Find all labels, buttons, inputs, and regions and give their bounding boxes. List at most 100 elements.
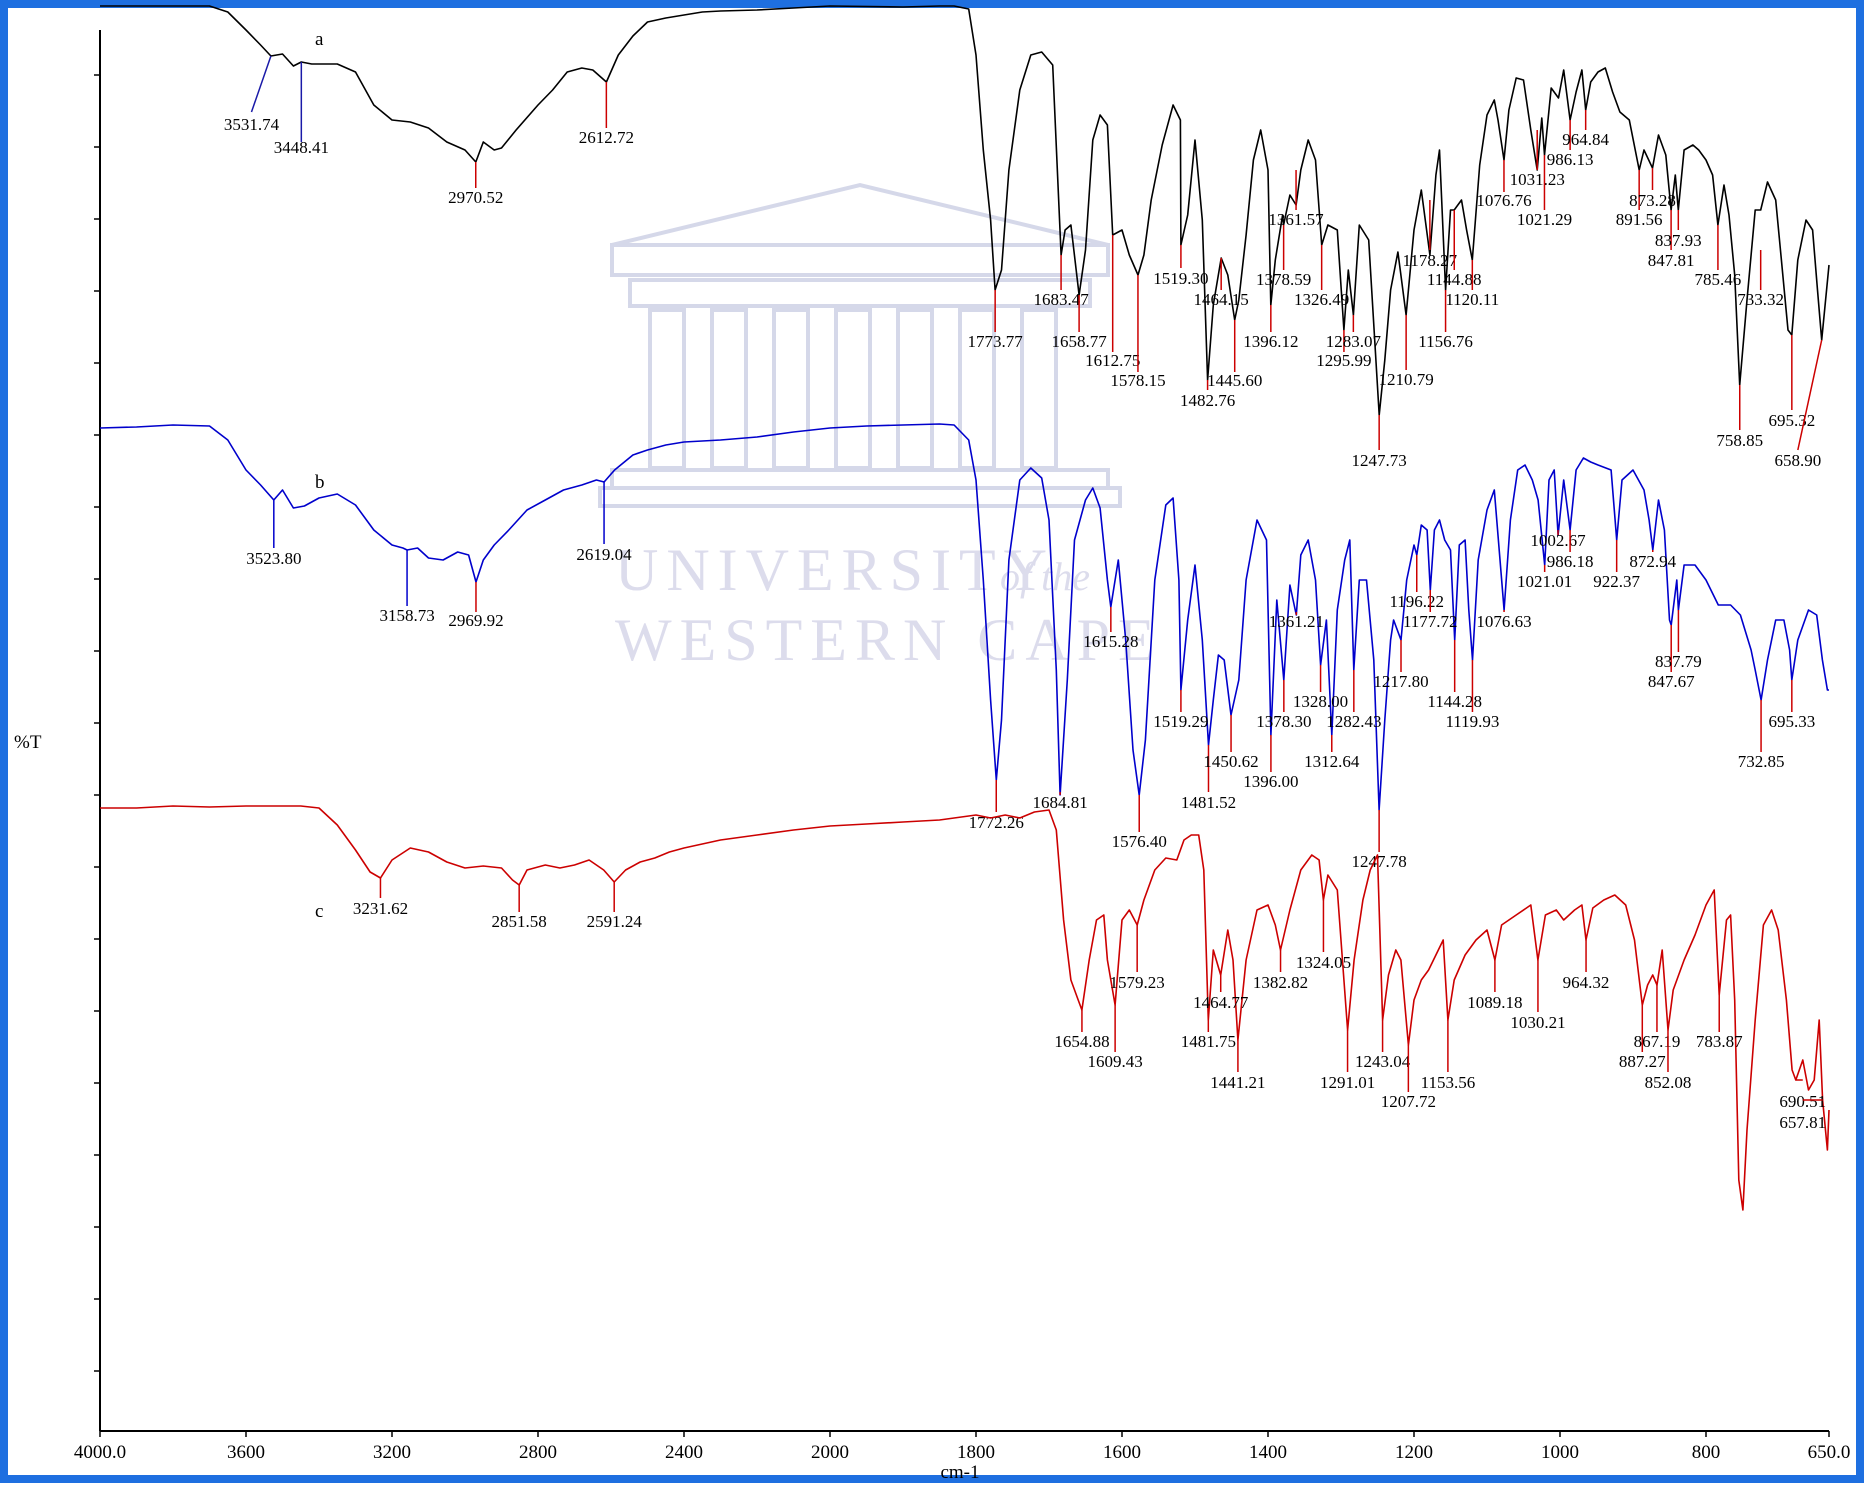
peak-label: 758.85 bbox=[1716, 431, 1763, 450]
peak-marker bbox=[250, 55, 272, 113]
peak-label: 1615.28 bbox=[1083, 632, 1138, 651]
x-tick-label: 2000 bbox=[811, 1442, 849, 1463]
series-a: a 3531.74 3448.41 2970.52 2612.72 1773.77 1683… bbox=[100, 5, 1830, 470]
peak-label: 1076.63 bbox=[1476, 612, 1531, 631]
peak-label: 1361.21 bbox=[1269, 612, 1324, 631]
watermark-step bbox=[598, 486, 1122, 508]
peak-label: 847.81 bbox=[1648, 251, 1695, 270]
peak-label: 3523.80 bbox=[246, 549, 301, 568]
peak-label: 695.33 bbox=[1768, 712, 1815, 731]
peak-label: 1119.93 bbox=[1445, 712, 1499, 731]
x-tick-label: 3200 bbox=[373, 1442, 411, 1463]
peak-label: 733.32 bbox=[1737, 290, 1784, 309]
peak-label: 1312.64 bbox=[1304, 752, 1360, 771]
peak-label: 1021.29 bbox=[1517, 210, 1572, 229]
peak-label: 986.18 bbox=[1547, 552, 1594, 571]
peak-label: 695.32 bbox=[1768, 411, 1815, 430]
peak-label: 1021.01 bbox=[1517, 572, 1572, 591]
peak-label: 1291.01 bbox=[1320, 1073, 1375, 1092]
peak-label: 1609.43 bbox=[1087, 1052, 1142, 1071]
peak-label: 732.85 bbox=[1738, 752, 1785, 771]
peak-label: 1450.62 bbox=[1203, 752, 1258, 771]
watermark-column bbox=[1020, 308, 1058, 470]
watermark-column bbox=[958, 308, 996, 470]
peak-label: 1654.88 bbox=[1054, 1032, 1109, 1051]
x-tick-label: 1600 bbox=[1103, 1442, 1141, 1463]
peak-label: 1658.77 bbox=[1051, 332, 1107, 351]
watermark-column bbox=[710, 308, 748, 470]
peak-marker bbox=[1797, 339, 1823, 451]
watermark-logo bbox=[598, 182, 1122, 508]
x-axis-label: cm-1 bbox=[940, 1462, 979, 1483]
peak-label: 1282.43 bbox=[1326, 712, 1381, 731]
peak-label: 2969.92 bbox=[448, 611, 503, 630]
peak-label: 1683.47 bbox=[1033, 290, 1089, 309]
peak-label: 1247.78 bbox=[1351, 852, 1406, 871]
peak-label: 3158.73 bbox=[379, 606, 434, 625]
x-tick-label: 2800 bbox=[519, 1442, 557, 1463]
watermark-column bbox=[896, 308, 934, 470]
series-line-b bbox=[99, 423, 1829, 811]
peak-label: 887.27 bbox=[1619, 1052, 1666, 1071]
peak-label: 1464.15 bbox=[1194, 290, 1249, 309]
peak-label: 1177.72 bbox=[1403, 612, 1458, 631]
peak-label: 891.56 bbox=[1616, 210, 1663, 229]
watermark-column bbox=[648, 308, 686, 470]
plot-area: a 3531.74 3448.41 2970.52 2612.72 1773.77 1683… bbox=[99, 5, 1830, 1211]
peak-label: 873.28 bbox=[1629, 191, 1676, 210]
watermark-university: UNIVERSITY bbox=[615, 537, 1055, 603]
x-tick-label: 1200 bbox=[1395, 1442, 1433, 1463]
peak-label: 1210.79 bbox=[1378, 370, 1433, 389]
peak-label: 1396.00 bbox=[1243, 772, 1298, 791]
peak-label: 1178.27 bbox=[1403, 251, 1458, 270]
watermark-column bbox=[834, 308, 872, 470]
x-axis-ticks: 4000.0 3600 3200 2800 2400 2000 1800 1600 1400 12… bbox=[74, 1431, 1850, 1463]
peak-label: 1361.57 bbox=[1268, 210, 1324, 229]
peak-label: 867.19 bbox=[1634, 1032, 1681, 1051]
watermark-columns bbox=[648, 308, 1058, 470]
peak-label: 1773.77 bbox=[968, 332, 1024, 351]
peak-label: 1089.18 bbox=[1467, 993, 1522, 1012]
peak-label: 1772.26 bbox=[969, 813, 1024, 832]
x-tick-label: 1400 bbox=[1249, 1442, 1287, 1463]
peak-label: 1030.21 bbox=[1510, 1013, 1565, 1032]
peak-label: 1295.99 bbox=[1316, 351, 1371, 370]
peak-label: 783.87 bbox=[1696, 1032, 1743, 1051]
peak-label: 1684.81 bbox=[1032, 793, 1087, 812]
peak-label: 1445.60 bbox=[1207, 371, 1262, 390]
peak-label: 1519.29 bbox=[1153, 712, 1208, 731]
peak-label: 1153.56 bbox=[1421, 1073, 1476, 1092]
peak-label: 1156.76 bbox=[1418, 332, 1473, 351]
peak-label: 3448.41 bbox=[274, 138, 329, 157]
series-line-c bbox=[100, 805, 1830, 1211]
peak-label: 1144.28 bbox=[1427, 692, 1482, 711]
peak-label: 1396.12 bbox=[1243, 332, 1298, 351]
peak-label: 1612.75 bbox=[1085, 351, 1140, 370]
x-tick-label: 1000 bbox=[1541, 1442, 1579, 1463]
peak-label: 1464.77 bbox=[1193, 993, 1249, 1012]
peak-label: 1196.22 bbox=[1389, 592, 1444, 611]
peak-label: 690.51 bbox=[1779, 1092, 1826, 1111]
peak-label: 1076.76 bbox=[1476, 191, 1531, 210]
peak-label: 964.32 bbox=[1563, 973, 1610, 992]
peak-label: 872.94 bbox=[1629, 552, 1676, 571]
series-label-c: c bbox=[315, 901, 323, 922]
peak-label: 1378.59 bbox=[1256, 270, 1311, 289]
peak-label: 1120.11 bbox=[1445, 290, 1499, 309]
peak-label: 1002.67 bbox=[1530, 531, 1586, 550]
peak-label: 2619.04 bbox=[576, 545, 632, 564]
watermark-column bbox=[772, 308, 810, 470]
series-label-a: a bbox=[315, 29, 324, 50]
peak-label: 1324.05 bbox=[1296, 953, 1351, 972]
peak-label: 1481.52 bbox=[1181, 793, 1236, 812]
series-label-b: b bbox=[315, 472, 325, 493]
peak-label: 2970.52 bbox=[448, 188, 503, 207]
watermark-western-cape: WESTERN CAPE bbox=[615, 607, 1163, 673]
peak-label: 2851.58 bbox=[492, 912, 547, 931]
peak-label: 1283.07 bbox=[1326, 332, 1382, 351]
y-axis-label: %T bbox=[14, 732, 42, 753]
peak-label: 1441.21 bbox=[1210, 1073, 1265, 1092]
peak-label: 837.79 bbox=[1655, 652, 1702, 671]
peak-label: 1328.00 bbox=[1293, 692, 1348, 711]
